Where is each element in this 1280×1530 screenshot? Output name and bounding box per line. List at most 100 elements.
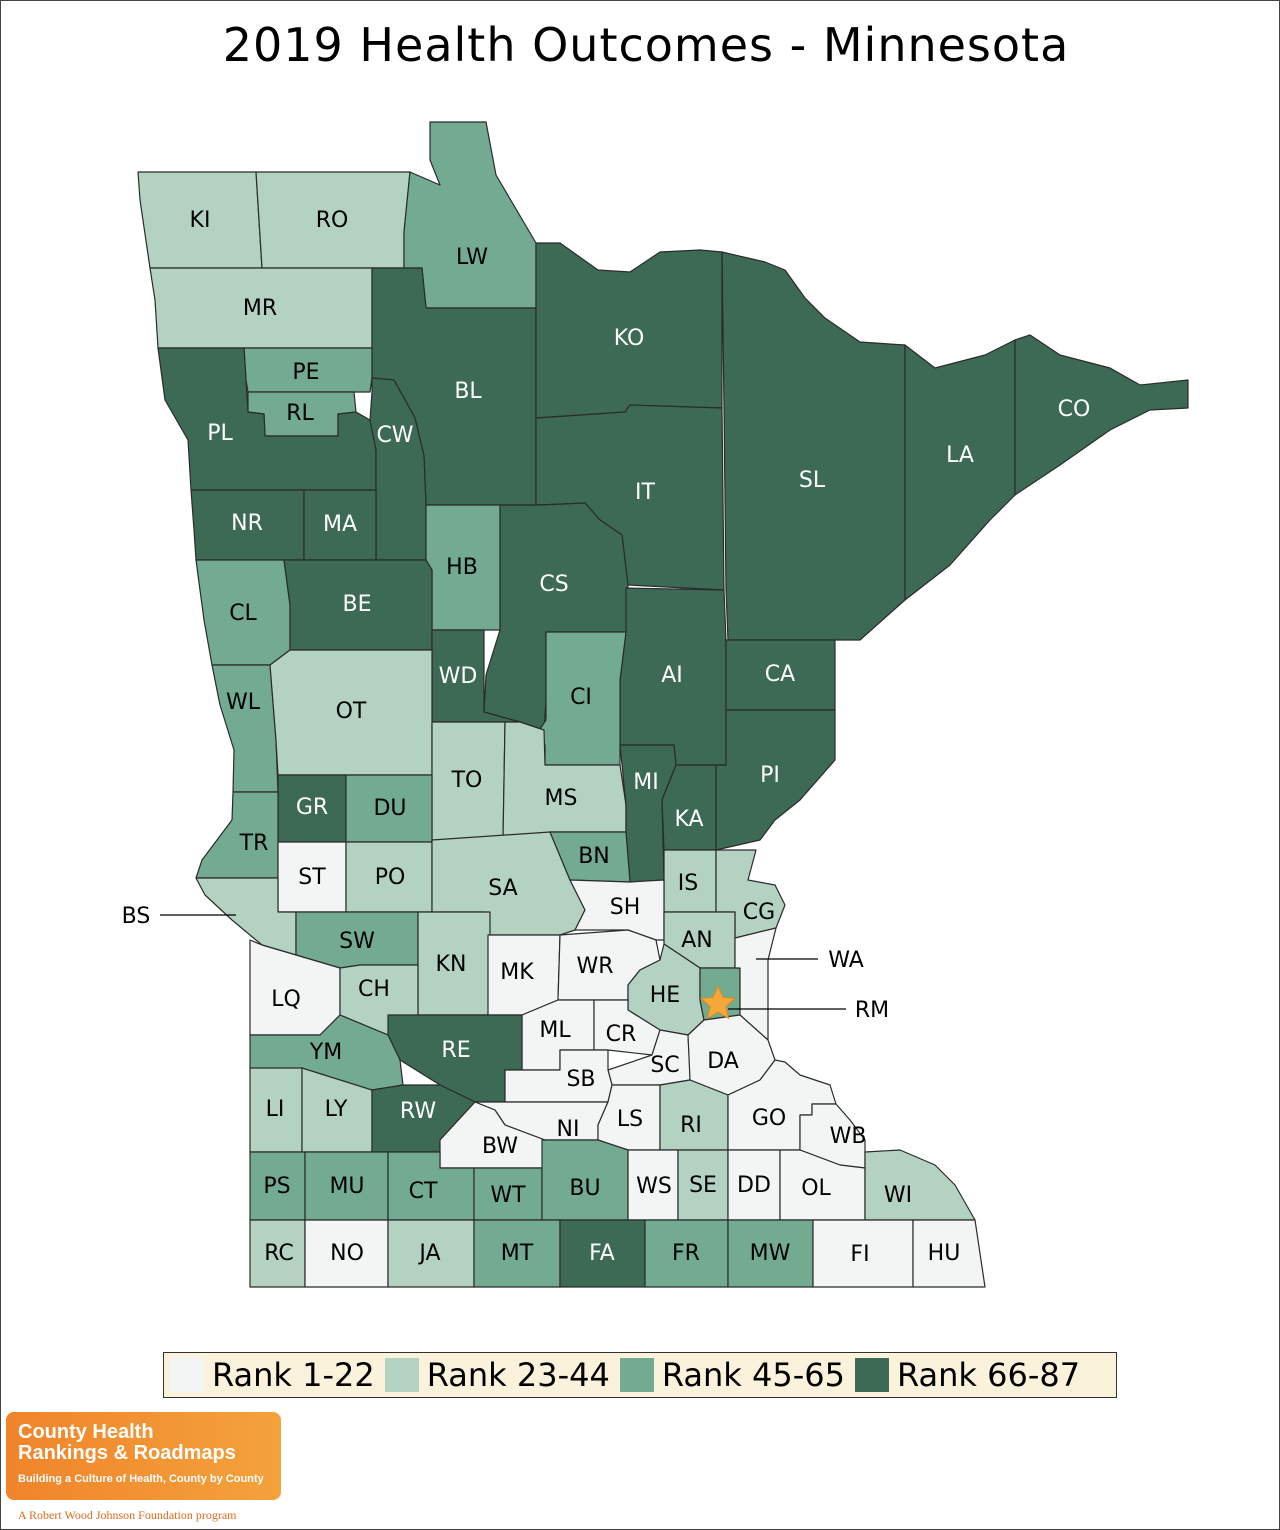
map-title: 2019 Health Outcomes - Minnesota [222, 18, 1070, 72]
county-label-pe: PE [292, 360, 319, 385]
county-label-bw: BW [482, 1134, 518, 1159]
county-label-fa: FA [589, 1241, 615, 1266]
rwjf-footer: A Robert Wood Johnson Foundation program [18, 1508, 237, 1522]
legend-label: Rank 1-22 [212, 1356, 375, 1394]
county-label-ro: RO [316, 208, 349, 233]
county-label-an: AN [681, 928, 713, 953]
county-label-mk: MK [500, 960, 534, 985]
county-label-to: TO [451, 768, 483, 793]
county-label-wl: WL [226, 690, 261, 715]
county-label-la: LA [946, 443, 974, 468]
county-label-da: DA [707, 1049, 739, 1074]
county-label-hu: HU [928, 1241, 961, 1266]
legend-swatch [384, 1358, 419, 1392]
county-label-cl: CL [229, 601, 257, 626]
county-label-cw: CW [376, 423, 413, 448]
county-label-ma: MA [323, 512, 357, 537]
county-label-sc: SC [650, 1053, 679, 1078]
county-label-rw: RW [400, 1099, 436, 1124]
legend-swatch [170, 1358, 204, 1392]
county-label-wt: WT [490, 1183, 526, 1208]
county-sl[interactable] [721, 251, 906, 641]
county-wl[interactable] [211, 664, 279, 793]
county-label-st: ST [298, 865, 326, 890]
county-label-lq: LQ [271, 987, 301, 1012]
county-label-go: GO [752, 1106, 786, 1131]
county-label-pl: PL [207, 421, 233, 446]
county-label-rc: RC [264, 1241, 294, 1266]
county-pl[interactable] [157, 347, 377, 491]
county-label-mr: MR [243, 296, 277, 321]
county-label-ki: KI [190, 208, 211, 233]
logo-title: County Health Rankings & Roadmaps [18, 1422, 236, 1464]
county-label-lw: LW [456, 245, 488, 270]
county-label-ym: YM [309, 1040, 342, 1065]
callout-label-bs: BS [122, 904, 151, 929]
county-hu[interactable] [912, 1219, 986, 1288]
county-label-wi: WI [884, 1183, 912, 1208]
legend-label: Rank 45-65 [661, 1356, 845, 1394]
county-label-hb: HB [446, 555, 478, 580]
county-label-ch: CH [358, 977, 390, 1002]
county-label-po: PO [375, 865, 406, 890]
county-label-no: NO [330, 1241, 364, 1266]
county-label-ml: ML [539, 1018, 571, 1043]
county-label-rl: RL [286, 401, 314, 426]
callout-label-wa: WA [828, 948, 864, 973]
county-label-li: LI [266, 1097, 285, 1122]
logo-tagline: Building a Culture of Health, County by … [18, 1473, 264, 1485]
county-label-co: CO [1058, 397, 1091, 422]
county-label-gr: GR [296, 795, 328, 820]
county-label-ms: MS [545, 786, 578, 811]
county-label-cg: CG [743, 900, 775, 925]
county-label-ja: JA [417, 1241, 440, 1266]
legend: Rank 1-22 Rank 23-44 Rank 45-65 Rank 66-… [163, 1352, 1117, 1398]
county-label-ca: CA [765, 662, 795, 687]
county-label-tr: TR [239, 831, 269, 856]
county-label-ot: OT [336, 699, 367, 724]
county-label-sw: SW [339, 929, 375, 954]
county-label-ci: CI [570, 685, 592, 710]
county-label-ps: PS [263, 1174, 290, 1199]
county-label-ls: LS [617, 1107, 643, 1132]
county-label-pi: PI [760, 763, 780, 788]
county-label-fi: FI [850, 1242, 869, 1267]
county-label-mu: MU [329, 1174, 364, 1199]
county-label-it: IT [635, 480, 655, 505]
county-label-ol: OL [801, 1176, 831, 1201]
legend-item-rank-66-87: Rank 66-87 [849, 1353, 1084, 1397]
county-label-mw: MW [750, 1241, 791, 1266]
county-label-se: SE [689, 1173, 717, 1198]
county-label-bu: BU [569, 1176, 600, 1201]
county-wi[interactable] [864, 1149, 976, 1221]
county-label-mt: MT [501, 1241, 534, 1266]
callout-label-rm: RM [855, 998, 889, 1023]
county-label-bn: BN [578, 844, 610, 869]
legend-item-rank-1-22: Rank 1-22 [164, 1353, 379, 1397]
legend-label: Rank 23-44 [426, 1356, 610, 1394]
capital-star-icon [699, 984, 737, 1020]
county-label-be: BE [343, 592, 372, 617]
county-label-sl: SL [799, 468, 826, 493]
county-label-cs: CS [539, 572, 568, 597]
county-label-nr: NR [231, 511, 263, 536]
legend-swatch [619, 1358, 654, 1392]
county-label-ct: CT [409, 1179, 438, 1204]
county-label-ws: WS [636, 1174, 672, 1199]
county-label-wd: WD [439, 664, 478, 689]
county-label-re: RE [441, 1038, 470, 1063]
county-label-dd: DD [737, 1173, 771, 1198]
county-label-he: HE [650, 983, 680, 1008]
county-label-ly: LY [325, 1097, 348, 1122]
legend-label: Rank 66-87 [896, 1356, 1081, 1394]
county-la[interactable] [904, 339, 1016, 601]
chrr-logo: County Health Rankings & Roadmaps Buildi… [6, 1412, 281, 1500]
county-label-mi: MI [633, 770, 658, 795]
county-label-bl: BL [454, 379, 482, 404]
county-label-kn: KN [436, 952, 467, 977]
logo-line1: County Health [18, 1421, 154, 1443]
county-co[interactable] [1014, 334, 1189, 496]
county-label-wb: WB [830, 1124, 867, 1149]
logo-line2: Rankings & Roadmaps [18, 1442, 236, 1464]
